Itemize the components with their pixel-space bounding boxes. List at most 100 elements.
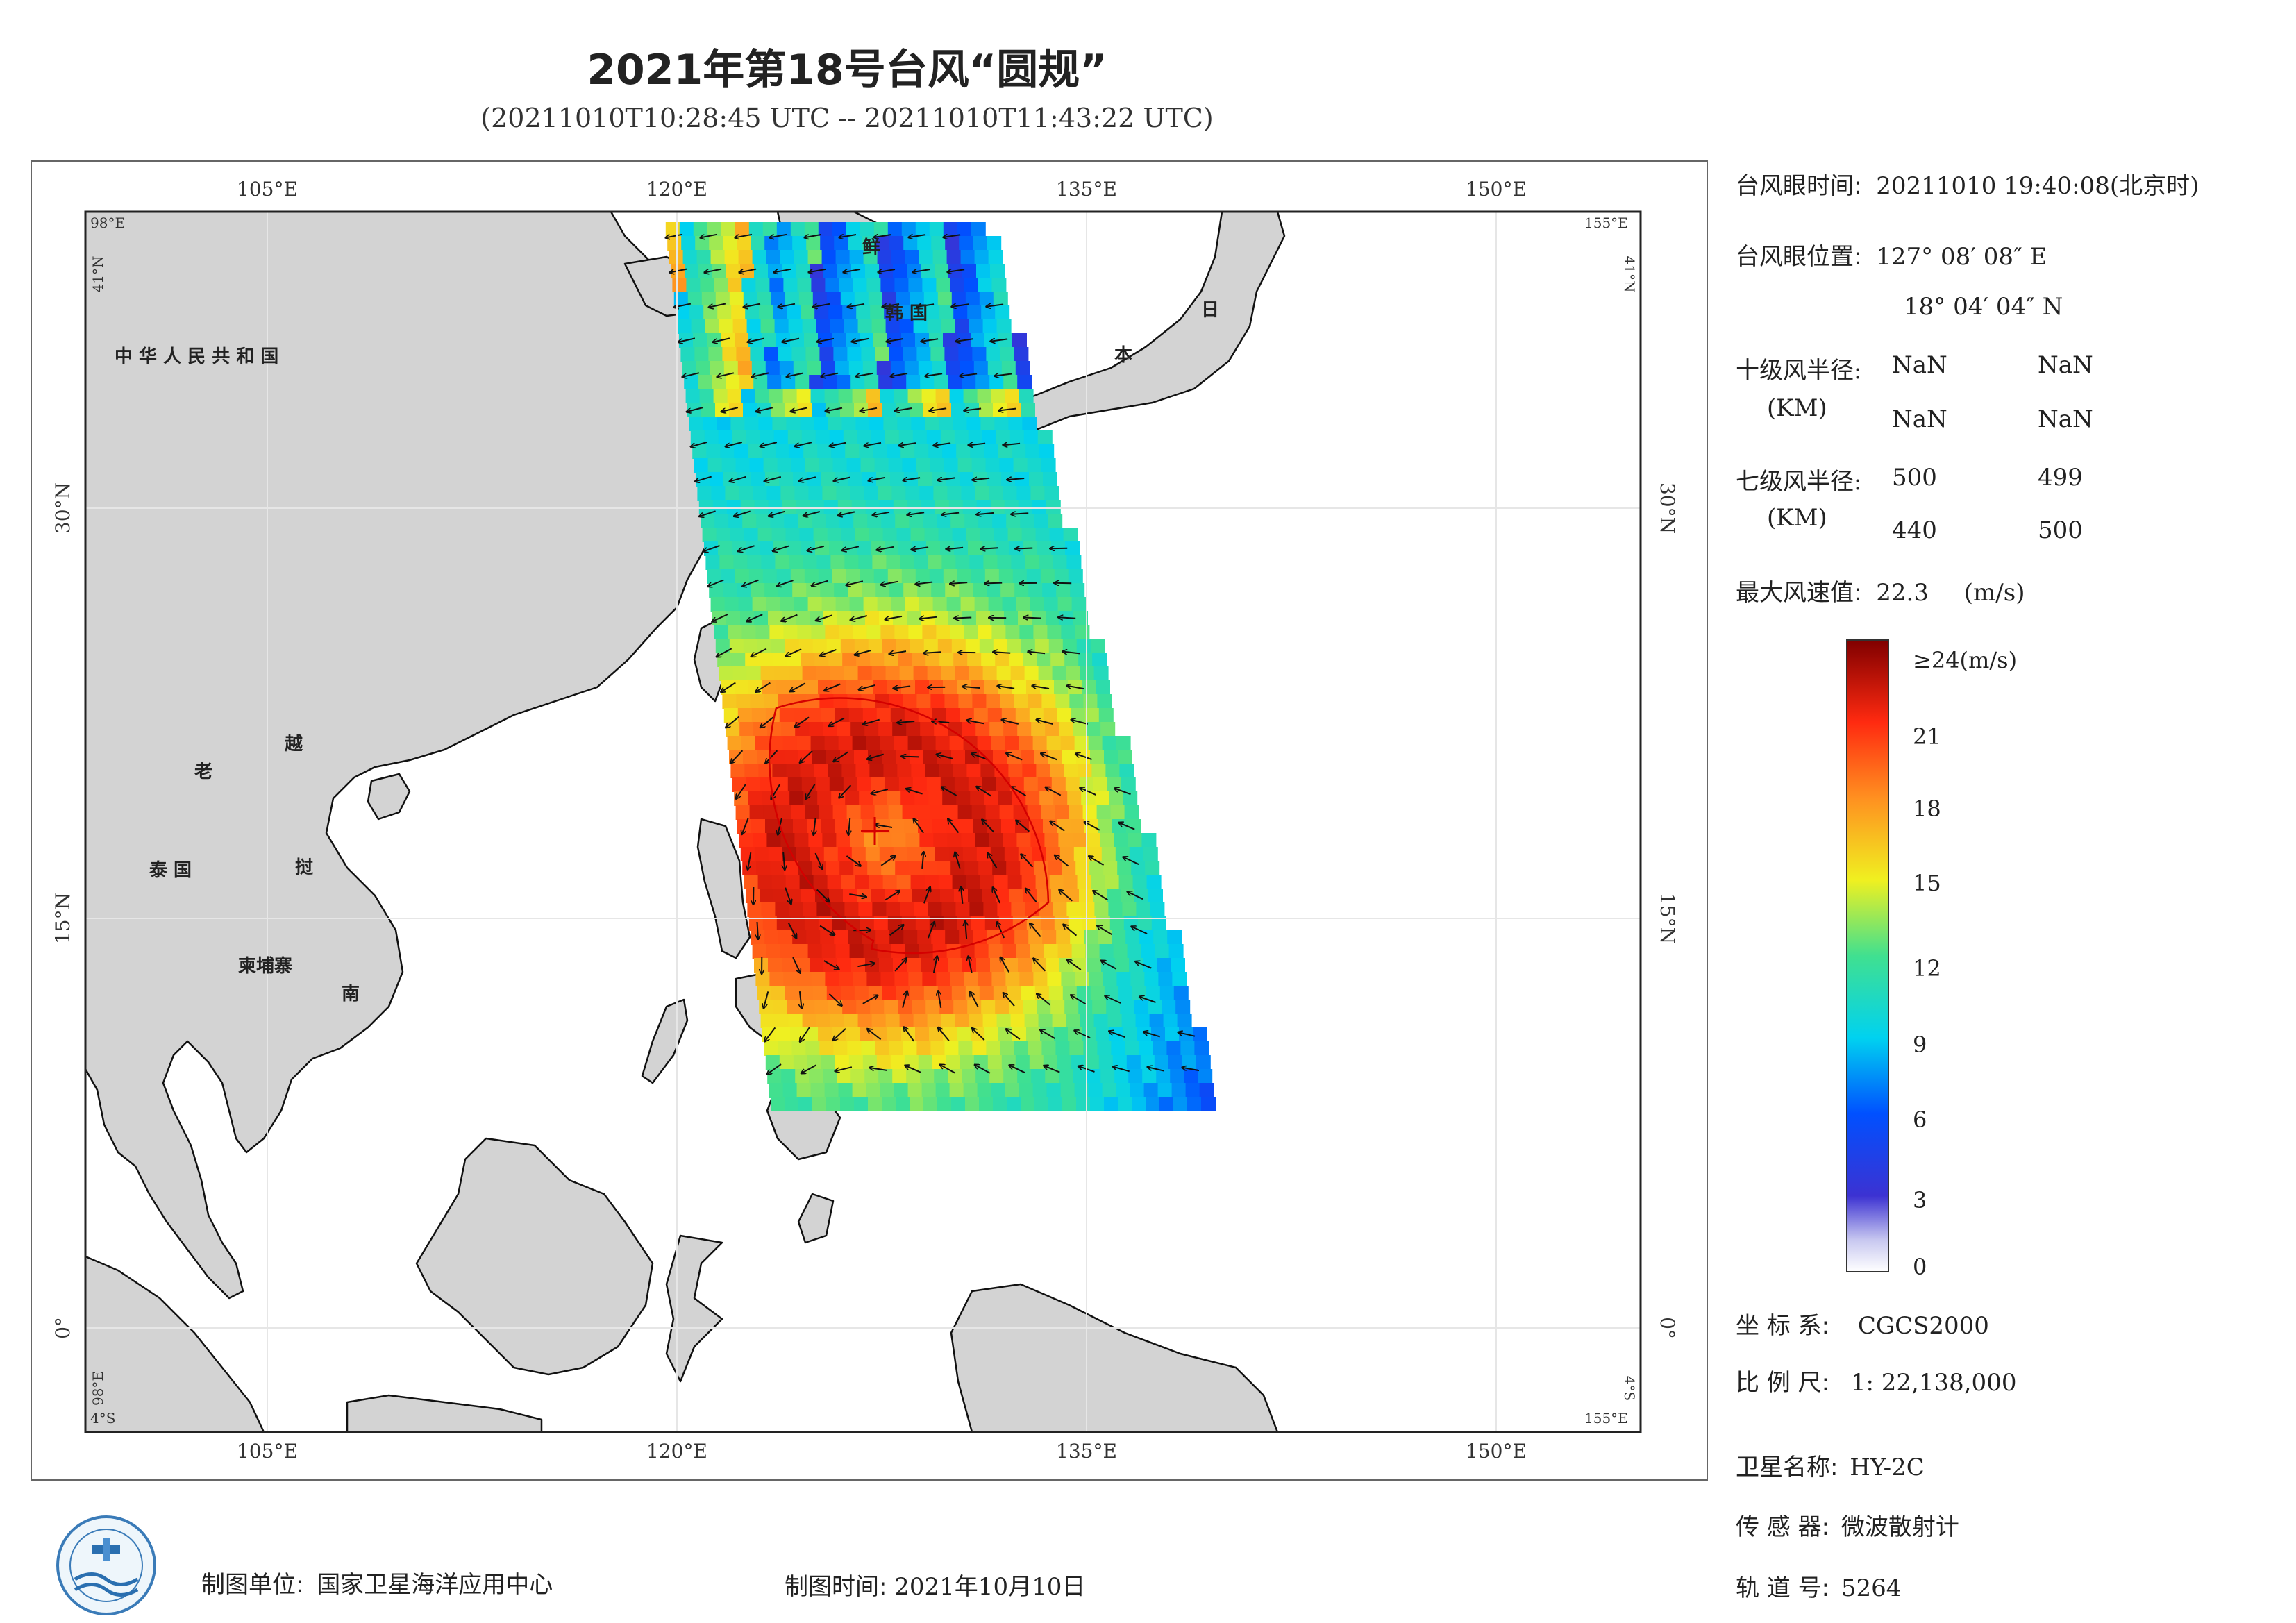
wind-cell (1049, 528, 1064, 542)
wind-cell (891, 833, 907, 848)
wind-cell (929, 333, 944, 348)
wind-cell (714, 625, 729, 639)
wind-cell (772, 764, 787, 778)
wind-arrow (670, 268, 687, 273)
lat-tick-labels-right: 30°N 15°N 0° (1656, 482, 1679, 1339)
wind-cell (1045, 1069, 1060, 1084)
wind-arrow (864, 718, 880, 725)
wind-cell (998, 1027, 1013, 1042)
wind-cell (840, 292, 855, 306)
wind-cell (803, 444, 819, 459)
wind-cell (729, 639, 744, 653)
wind-cell (1078, 653, 1093, 667)
wind-cell (755, 736, 770, 750)
wind-arrow (708, 579, 724, 587)
wind-cell (843, 889, 857, 903)
wind-cell (803, 555, 818, 570)
wind-cell (836, 833, 851, 848)
wind-cell (833, 1041, 848, 1056)
wind-cell (979, 403, 994, 417)
wind-cell (974, 944, 989, 959)
wind-cell (777, 805, 792, 820)
wind-cell (847, 347, 862, 362)
wind-cell (950, 861, 966, 875)
wind-cell (719, 666, 734, 681)
wind-cell (768, 611, 782, 625)
wind-cell (1024, 666, 1039, 681)
wind-cell (901, 680, 916, 695)
wind-cell (969, 666, 984, 681)
wind-cell (935, 736, 950, 750)
wind-cell (951, 750, 966, 764)
wind-arrow (714, 337, 730, 342)
wind-cell (837, 722, 852, 737)
wind-cell (918, 361, 933, 376)
wind-cell (866, 278, 882, 292)
wind-cell (941, 666, 956, 681)
wind-cell (807, 250, 823, 264)
wind-cell (751, 236, 766, 251)
wind-arrow (1055, 856, 1069, 867)
wind-cell (875, 347, 890, 362)
wind-cell (744, 528, 759, 542)
wind-cell (795, 1069, 810, 1084)
date-value: 2021年10月10日 (894, 1573, 1086, 1601)
wind-cell (1117, 861, 1132, 875)
wind-cell (1039, 902, 1054, 917)
wind-cell (980, 417, 996, 431)
wind-cell (884, 1000, 899, 1014)
wind-cell (988, 944, 1003, 959)
wind-cell (989, 1069, 1005, 1084)
wind-cell (794, 833, 810, 848)
wind-arrow (960, 373, 978, 376)
wind-cell (911, 417, 926, 431)
wind-cell (837, 958, 852, 973)
wind-cell (785, 1097, 799, 1111)
wind-cell (944, 347, 960, 362)
wind-cell (814, 417, 829, 431)
wind-cell (923, 292, 939, 306)
wind-cell (773, 653, 788, 667)
wind-cell (810, 1083, 826, 1098)
wind-cell (916, 458, 931, 473)
wind-cell (809, 722, 824, 737)
wind-cell (907, 958, 921, 973)
wind-arrow (999, 409, 1016, 411)
wind-cell (1046, 847, 1061, 861)
wind-arrow (812, 580, 828, 586)
wind-cell (856, 305, 871, 320)
wind-cell (794, 486, 810, 501)
wind-cell (809, 1069, 824, 1084)
wind-cell (804, 916, 819, 931)
wind-cell (1123, 1027, 1138, 1042)
wind-arrow (757, 921, 758, 939)
wind-cell (866, 625, 882, 639)
land-palawan (641, 998, 689, 1084)
wind-cell (791, 1041, 807, 1056)
wind-cell (1146, 1097, 1160, 1111)
wind-arrow (800, 991, 802, 1008)
wind-cell (757, 639, 772, 653)
wind-arrow (773, 545, 789, 550)
wind-cell (954, 541, 969, 556)
wind-cell (1180, 1041, 1196, 1056)
wind-arrow (930, 408, 947, 410)
wind-cell (829, 541, 844, 556)
wind-cell (1073, 722, 1088, 737)
wind-arrow (932, 957, 937, 973)
wind-cell (996, 541, 1010, 556)
wind-cell (715, 292, 730, 306)
wind-cell (680, 347, 696, 362)
wind-cell (989, 486, 1004, 501)
corner-bottom-left-lat: 98°E (90, 1371, 106, 1406)
wind-cell (755, 972, 771, 986)
wind-cell (882, 528, 898, 542)
wind-cell (1105, 875, 1120, 889)
wind-arrow (939, 1028, 950, 1041)
wind-cell (840, 1097, 855, 1111)
wind-cell (869, 875, 884, 889)
wind-cell (730, 417, 746, 431)
wind-arrow (718, 372, 735, 376)
wind-arrow (839, 511, 855, 515)
wind-cell (990, 264, 1005, 278)
